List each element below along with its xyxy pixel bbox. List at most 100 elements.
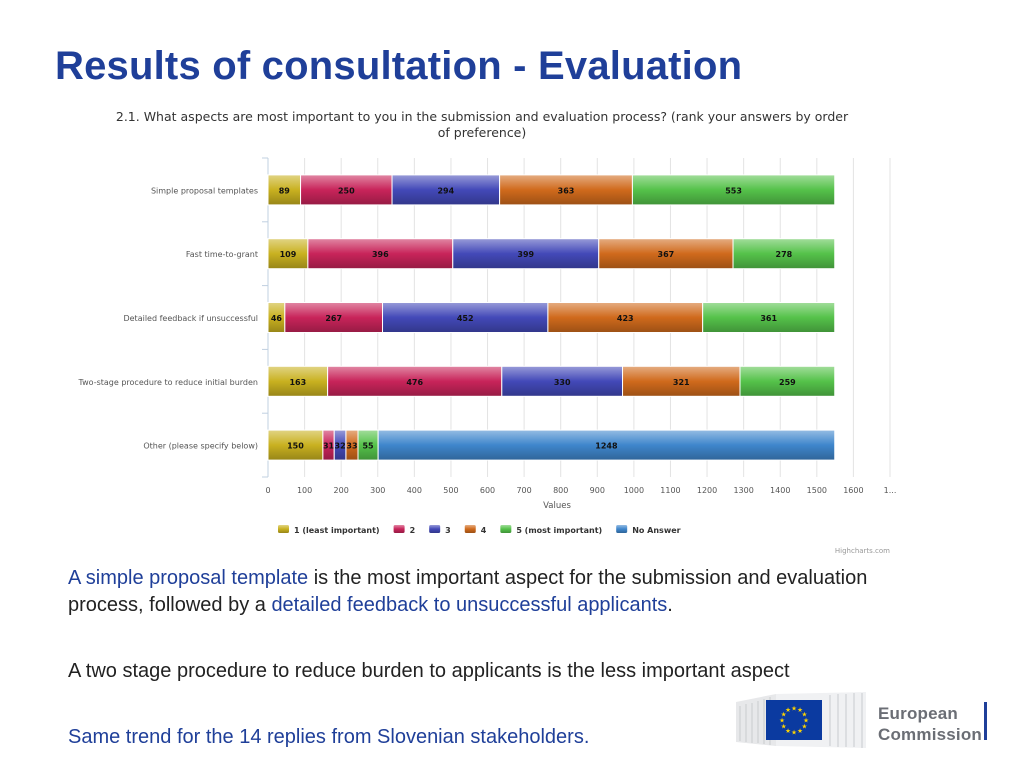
summary-end-text: . <box>667 594 673 616</box>
chart-credits: Highcharts.com <box>835 547 890 555</box>
legend-item: No Answer <box>632 526 680 535</box>
star-icon: ★ <box>785 727 791 735</box>
category-label: Fast time-to-grant <box>186 250 258 259</box>
star-icon: ★ <box>801 723 807 731</box>
bar-segment <box>267 429 324 461</box>
x-tick-label: 800 <box>553 486 568 495</box>
chart-title-line: of preference) <box>438 125 527 140</box>
bar-value-label: 250 <box>338 186 355 195</box>
logo-line-commission: Commission <box>878 725 983 744</box>
bar-segment <box>391 174 501 206</box>
bar-value-label: 278 <box>776 250 793 259</box>
x-tick-label: 0 <box>265 486 270 495</box>
star-icon: ★ <box>801 711 807 719</box>
bar-segment <box>732 238 836 270</box>
legend-swatch <box>429 525 441 533</box>
bar-value-label: 330 <box>554 378 571 387</box>
category-label: Simple proposal templates <box>151 186 258 195</box>
star-icon: ★ <box>781 723 787 731</box>
star-icon: ★ <box>781 711 787 719</box>
legend-item: 5 (most important) <box>516 526 602 535</box>
x-tick-label: 700 <box>516 486 531 495</box>
bar-value-label: 31 <box>323 442 335 451</box>
bar-value-label: 553 <box>725 186 742 195</box>
eu-flag <box>766 700 822 740</box>
bar-segment <box>739 365 836 397</box>
bar-segment <box>702 302 836 333</box>
bar-value-label: 452 <box>457 314 474 323</box>
legend-item: 3 <box>445 526 451 535</box>
x-tick-label: 500 <box>443 486 458 495</box>
bar-segment <box>452 238 600 270</box>
bar-value-label: 163 <box>289 378 306 387</box>
summary-middle-text: is the most important aspect for the sub… <box>68 567 868 616</box>
legend-swatch <box>500 525 512 533</box>
bar-segment <box>284 302 384 333</box>
eu-stars-icon: ★ ★★★★★★★★★★★ <box>779 705 809 737</box>
bar-segment <box>622 365 741 397</box>
bar-value-label: 32 <box>335 442 346 451</box>
bar-value-label: 46 <box>271 314 283 323</box>
bar-value-label: 321 <box>673 378 690 387</box>
category-label: Other (please specify below) <box>143 442 258 451</box>
star-icon: ★ <box>797 706 803 714</box>
x-tick-label: 1... <box>884 486 897 495</box>
legend-swatch <box>464 525 476 533</box>
legend-swatch <box>278 525 289 533</box>
x-tick-label: 300 <box>370 486 385 495</box>
legend-item: 4 <box>481 526 487 535</box>
x-tick-label: 600 <box>480 486 495 495</box>
chart-title-line: 2.1. What aspects are most important to … <box>116 109 849 124</box>
bar-segment <box>382 302 549 333</box>
bar-value-label: 396 <box>372 250 389 259</box>
category-label: Detailed feedback if unsuccessful <box>123 314 258 323</box>
bar-value-label: 150 <box>287 442 304 451</box>
bar-segment <box>377 429 836 461</box>
bar-segment <box>499 174 633 206</box>
bar-value-label: 367 <box>658 250 675 259</box>
logo-line-european: European <box>878 704 959 723</box>
x-tick-label: 1400 <box>770 486 790 495</box>
slovenian-paragraph: Same trend for the 14 replies from Slove… <box>68 726 590 748</box>
highlight-simple-template: A simple proposal template <box>68 567 309 589</box>
star-icon: ★ <box>779 717 785 725</box>
bar-value-label: 89 <box>279 186 291 195</box>
legend-swatch <box>616 525 628 533</box>
star-icon: ★ <box>791 729 797 737</box>
bar-value-label: 423 <box>617 314 634 323</box>
slide-title: Results of consultation - Evaluation <box>55 44 743 88</box>
bar-value-label: 363 <box>558 186 575 195</box>
bar-segment <box>631 174 836 206</box>
bar-value-label: 1248 <box>595 442 618 451</box>
star-icon: ★ <box>791 705 797 713</box>
bar-value-label: 259 <box>779 378 796 387</box>
x-tick-label: 1500 <box>807 486 827 495</box>
legend-swatch <box>393 525 405 533</box>
x-tick-label: 1300 <box>733 486 753 495</box>
star-icon: ★ <box>785 706 791 714</box>
bar-segment <box>267 238 309 270</box>
bar-segment <box>501 365 624 397</box>
bar-segment <box>300 174 393 206</box>
bar-value-label: 267 <box>325 314 342 323</box>
bar-segment <box>267 174 302 206</box>
bar-segment <box>327 365 503 397</box>
x-tick-label: 1100 <box>660 486 680 495</box>
x-tick-label: 200 <box>334 486 349 495</box>
legend-item: 1 (least important) <box>294 526 380 535</box>
ec-building-graphic: ★ ★★★★★★★★★★★ <box>736 692 987 748</box>
x-tick-label: 1000 <box>624 486 644 495</box>
bar-value-label: 476 <box>406 378 423 387</box>
legend-item: 2 <box>410 526 416 535</box>
x-tick-label: 900 <box>590 486 605 495</box>
x-tick-label: 1600 <box>843 486 863 495</box>
bar-segment <box>267 365 329 397</box>
star-icon: ★ <box>797 727 803 735</box>
category-label: Two-stage procedure to reduce initial bu… <box>78 378 258 387</box>
bar-segment <box>307 238 454 270</box>
summary-paragraph: A simple proposal template is the most i… <box>68 565 928 619</box>
x-tick-label: 1200 <box>697 486 717 495</box>
highlight-detailed-feedback: detailed feedback to unsuccessful applic… <box>271 594 668 616</box>
stacked-bar-chart: 2.1. What aspects are most important to … <box>78 109 897 555</box>
bar-value-label: 399 <box>517 250 534 259</box>
